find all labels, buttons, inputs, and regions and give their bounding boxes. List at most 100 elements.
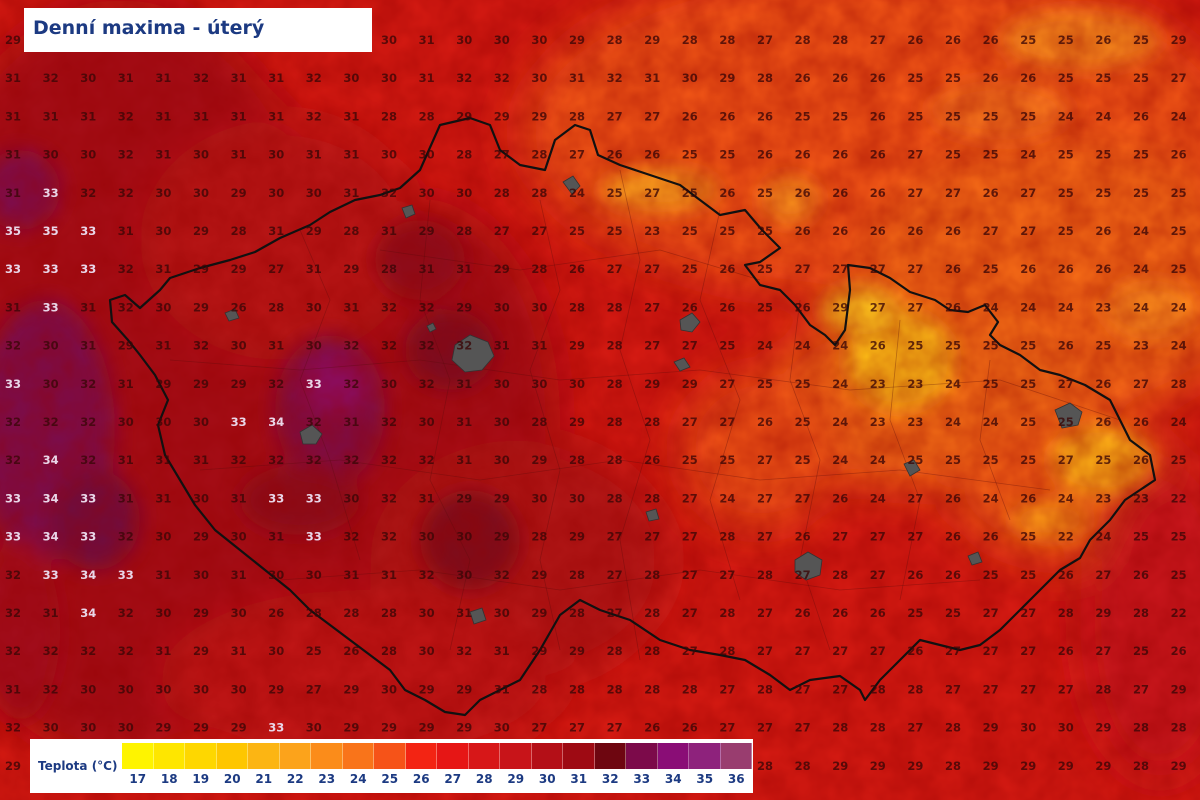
grid-value: 32 — [5, 415, 21, 429]
grid-value: 31 — [231, 109, 247, 123]
grid-value: 27 — [607, 606, 623, 620]
grid-value: 31 — [306, 148, 322, 162]
grid-value: 25 — [719, 339, 735, 353]
grid-value: 33 — [80, 224, 96, 238]
map-title: Denní maxima - úterý — [33, 17, 265, 39]
grid-value: 25 — [1133, 33, 1149, 47]
grid-value: 30 — [231, 606, 247, 620]
grid-value: 32 — [419, 377, 435, 391]
grid-value: 34 — [43, 530, 59, 544]
grid-value: 31 — [80, 339, 96, 353]
grid-value: 29 — [569, 339, 585, 353]
grid-value: 28 — [531, 262, 547, 276]
temperature-legend: Teplota (°C) 17 18 19 20 21 22 23 24 25 26 27 28 29 3… — [30, 739, 753, 793]
grid-value: 29 — [231, 721, 247, 735]
grid-value: 31 — [306, 262, 322, 276]
grid-value: 27 — [870, 300, 886, 314]
grid-value: 25 — [719, 224, 735, 238]
grid-value: 32 — [43, 415, 59, 429]
grid-value: 31 — [343, 186, 359, 200]
grid-value: 23 — [1095, 300, 1111, 314]
grid-value: 25 — [983, 262, 999, 276]
grid-value: 30 — [268, 148, 284, 162]
legend-swatch-25 — [374, 743, 406, 769]
grid-value: 29 — [531, 109, 547, 123]
grid-value: 22 — [1171, 606, 1187, 620]
grid-value: 26 — [795, 148, 811, 162]
grid-value: 24 — [1133, 224, 1149, 238]
grid-value: 29 — [456, 300, 472, 314]
country-border — [108, 116, 1157, 717]
grid-value: 30 — [494, 300, 510, 314]
grid-value: 29 — [1095, 721, 1111, 735]
city-usti — [401, 204, 416, 219]
grid-value: 28 — [569, 453, 585, 467]
city-markers — [224, 175, 1083, 625]
grid-value: 30 — [343, 71, 359, 85]
grid-value: 31 — [43, 606, 59, 620]
grid-value: 25 — [945, 339, 961, 353]
grid-value: 28 — [494, 186, 510, 200]
grid-value: 24 — [1058, 300, 1074, 314]
grid-value: 27 — [1095, 568, 1111, 582]
grid-value: 27 — [1058, 682, 1074, 696]
grid-value: 26 — [719, 262, 735, 276]
grid-value: 30 — [343, 491, 359, 505]
grid-value: 30 — [231, 530, 247, 544]
grid-value: 30 — [531, 71, 547, 85]
grid-value: 28 — [231, 224, 247, 238]
grid-value: 25 — [682, 148, 698, 162]
grid-value: 34 — [43, 453, 59, 467]
grid-value: 28 — [832, 721, 848, 735]
grid-value: 28 — [719, 606, 735, 620]
grid-value: 32 — [43, 71, 59, 85]
grid-value: 23 — [870, 377, 886, 391]
grid-value: 26 — [795, 530, 811, 544]
grid-value: 25 — [1020, 377, 1036, 391]
grid-value: 27 — [870, 644, 886, 658]
grid-value: 24 — [832, 415, 848, 429]
grid-value: 26 — [907, 33, 923, 47]
grid-value: 25 — [1058, 71, 1074, 85]
grid-value: 32 — [193, 339, 209, 353]
grid-value: 29 — [193, 300, 209, 314]
grid-value: 27 — [682, 415, 698, 429]
grid-value: 28 — [531, 148, 547, 162]
grid-value: 32 — [381, 186, 397, 200]
grid-value: 31 — [268, 530, 284, 544]
grid-value: 29 — [193, 530, 209, 544]
grid-value: 26 — [1095, 224, 1111, 238]
grid-value: 25 — [719, 453, 735, 467]
grid-value: 32 — [118, 262, 134, 276]
grid-value: 28 — [644, 606, 660, 620]
grid-value: 29 — [343, 682, 359, 696]
grid-value: 31 — [343, 568, 359, 582]
grid-value: 31 — [419, 491, 435, 505]
grid-value: 27 — [268, 262, 284, 276]
grid-value: 27 — [757, 33, 773, 47]
grid-value: 26 — [907, 568, 923, 582]
grid-value: 32 — [118, 530, 134, 544]
grid-value: 31 — [456, 453, 472, 467]
grid-value: 27 — [757, 606, 773, 620]
grid-value: 29 — [343, 721, 359, 735]
grid-value: 30 — [381, 71, 397, 85]
grid-value: 31 — [494, 339, 510, 353]
grid-value: 27 — [1058, 453, 1074, 467]
grid-value: 23 — [644, 224, 660, 238]
grid-value: 27 — [306, 682, 322, 696]
grid-value: 24 — [870, 491, 886, 505]
grid-value: 28 — [832, 568, 848, 582]
map-title-box: Denní maxima - úterý — [24, 8, 372, 52]
grid-value: 23 — [1133, 491, 1149, 505]
legend-swatch-28 — [468, 743, 500, 769]
grid-value: 32 — [343, 377, 359, 391]
grid-value: 30 — [193, 491, 209, 505]
grid-value: 26 — [1095, 415, 1111, 429]
grid-value: 26 — [1171, 148, 1187, 162]
grid-value: 32 — [607, 71, 623, 85]
district-boundaries — [169, 169, 1121, 661]
grid-value: 26 — [795, 71, 811, 85]
grid-value: 25 — [907, 453, 923, 467]
grid-value: 28 — [569, 682, 585, 696]
